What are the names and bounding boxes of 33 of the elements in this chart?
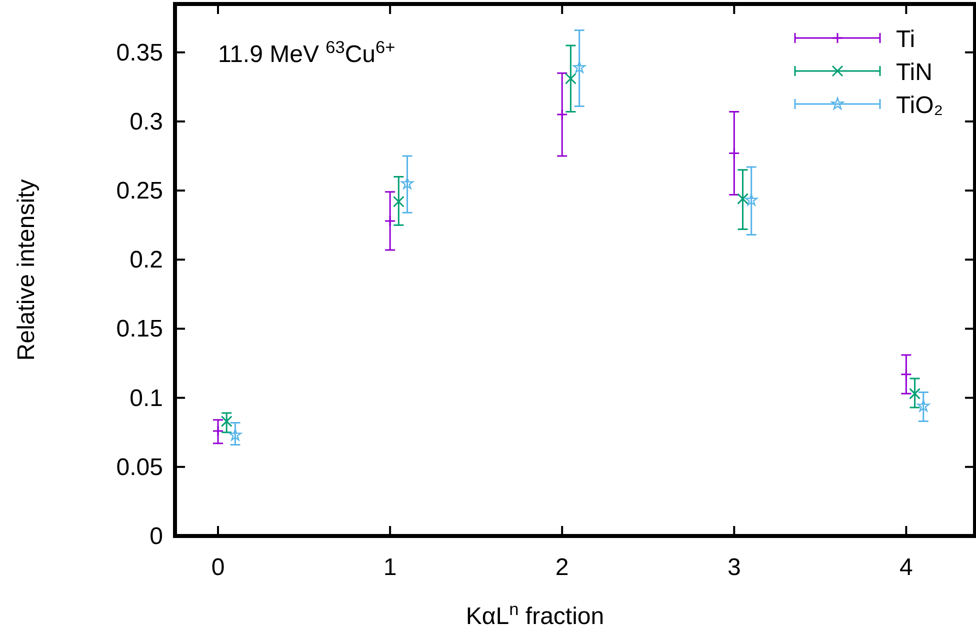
point xyxy=(909,388,921,400)
y-tick-label: 0.1 xyxy=(130,384,163,412)
y-tick-label: 0.3 xyxy=(130,108,163,136)
point xyxy=(736,193,748,205)
y-axis-title: Relative intensity xyxy=(13,179,40,361)
x-tick-label: 2 xyxy=(555,554,569,581)
x-axis-title: KαL$^{n}$ fraction xyxy=(466,598,604,630)
point xyxy=(228,428,242,441)
point xyxy=(917,400,930,412)
y-tick-label: 0 xyxy=(150,523,163,550)
point xyxy=(572,60,586,74)
y-tick-label: 0.35 xyxy=(116,39,163,66)
legend-label: TiO₂ xyxy=(896,92,944,119)
y-tick-label: 0.05 xyxy=(116,454,163,481)
y-tick-label: 0.2 xyxy=(130,246,163,274)
legend-label: Ti xyxy=(896,26,916,53)
point xyxy=(384,215,396,227)
point xyxy=(392,196,404,208)
point xyxy=(564,72,576,84)
point xyxy=(728,147,740,159)
x-tick-label: 3 xyxy=(727,554,741,581)
x-tick-label: 0 xyxy=(211,554,225,581)
y-tick-label: 0.25 xyxy=(116,178,163,205)
annotation: 11.9 MeV $^{63}$Cu$^{6+}$ xyxy=(218,36,396,68)
point xyxy=(556,108,568,120)
legend-label: TiN xyxy=(896,59,932,86)
point xyxy=(400,177,414,190)
x-tick-label: 1 xyxy=(383,554,397,581)
y-tick-label: 0.15 xyxy=(116,316,163,343)
point xyxy=(745,194,758,206)
x-tick-label: 4 xyxy=(900,554,913,581)
point xyxy=(212,425,224,437)
point xyxy=(900,368,912,380)
